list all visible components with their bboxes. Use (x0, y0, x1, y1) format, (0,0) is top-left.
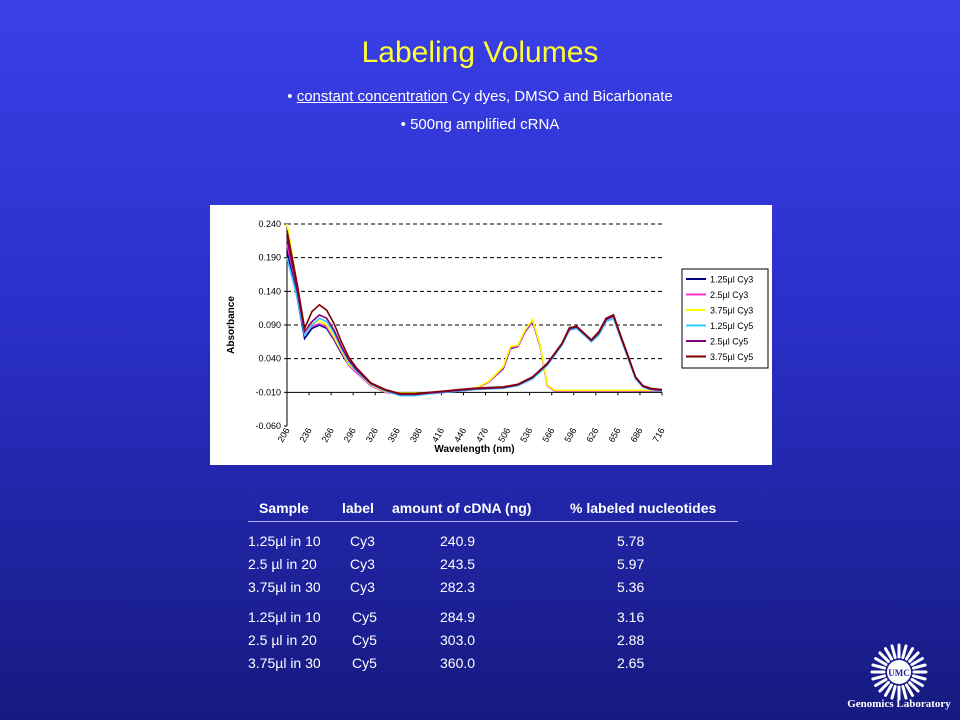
x-axis-label: Wavelength (nm) (434, 444, 514, 455)
x-tick-label: 236 (298, 426, 314, 444)
x-tick-label: 566 (540, 426, 556, 444)
cell-pct: 5.78 (617, 533, 645, 549)
x-tick-label: 326 (364, 426, 380, 444)
legend-entry: 1.25µl Cy5 (710, 321, 753, 331)
logo-caption: Genomics Laboratory (847, 698, 951, 710)
cell-pct: 5.36 (617, 579, 645, 595)
logo-ray (912, 674, 927, 681)
cell-label: Cy5 (352, 609, 377, 625)
logo-ray (878, 651, 890, 663)
logo-ray (874, 678, 888, 687)
logo-ray (901, 685, 908, 700)
x-tick-label: 296 (342, 426, 358, 444)
legend-entry: 3.75µl Cy3 (710, 306, 753, 316)
slide-title: Labeling Volumes (361, 36, 599, 69)
logo-ray (890, 644, 897, 659)
cell-amount: 243.5 (440, 556, 476, 572)
chart-svg: 0.2400.1900.1400.0900.040-0.010-0.060206… (226, 219, 769, 455)
header-sample: Sample (259, 500, 309, 516)
logo-mark-text: UMC (888, 668, 910, 678)
cell-label: Cy3 (350, 579, 375, 595)
legend-entry: 3.75µl Cy5 (710, 352, 753, 362)
cell-pct: 3.16 (617, 609, 645, 625)
cell-amount: 360.0 (440, 655, 476, 671)
cell-sample: 1.25µl in 10 (248, 609, 321, 625)
logo-ray (908, 651, 920, 663)
cell-label: Cy5 (352, 632, 377, 648)
series-line (286, 257, 663, 397)
logo-ray (905, 647, 914, 661)
logo-ray (901, 644, 908, 659)
cell-sample: 3.75µl in 30 (248, 655, 321, 671)
series-line (286, 230, 663, 395)
series-line (286, 223, 662, 394)
series-line (286, 237, 663, 396)
x-tick-label: 476 (474, 426, 490, 444)
header-pct-labeled: % labeled nucleotides (570, 500, 717, 516)
x-tick-label: 266 (320, 426, 336, 444)
cell-amount: 303.0 (440, 632, 476, 648)
bullet1-rest: Cy dyes, DMSO and Bicarbonate (447, 88, 673, 105)
logo-ray (908, 681, 920, 693)
y-tick-label: 0.090 (258, 320, 281, 330)
y-axis-label: Absorbance (226, 296, 237, 354)
x-tick-label: 506 (496, 426, 512, 444)
bullet1-prefix: • (287, 88, 297, 105)
table-header-divider (248, 521, 738, 522)
x-tick-label: 716 (651, 426, 667, 444)
y-tick-label: 0.190 (258, 253, 281, 263)
y-tick-label: -0.060 (255, 421, 281, 431)
x-tick-label: 686 (628, 426, 644, 444)
cell-label: Cy3 (350, 556, 375, 572)
logo-ray (878, 681, 890, 693)
x-tick-label: 656 (606, 426, 622, 444)
cell-pct: 5.97 (617, 556, 645, 572)
logo-ray (871, 663, 886, 670)
cell-sample: 1.25µl in 10 (248, 533, 321, 549)
legend-entry: 2.5µl Cy3 (710, 290, 748, 300)
y-tick-label: 0.140 (258, 286, 281, 296)
y-tick-label: 0.240 (258, 219, 281, 229)
logo-ray (890, 685, 897, 700)
cell-sample: 2.5 µl in 20 (248, 632, 317, 648)
header-amount: amount of cDNA (ng) (392, 500, 532, 516)
x-tick-label: 596 (562, 426, 578, 444)
x-tick-label: 626 (584, 426, 600, 444)
umc-logo-icon: UMC (870, 643, 928, 701)
cell-amount: 282.3 (440, 579, 476, 595)
absorbance-chart: 0.240 0.190 0.140 0.090 0.040 -0.010 -0.060 206… (210, 205, 772, 465)
cell-amount: 284.9 (440, 609, 476, 625)
logo-ray (912, 663, 927, 670)
cell-amount: 240.9 (440, 533, 476, 549)
legend-box (681, 268, 769, 369)
logo-ray (884, 647, 893, 661)
cell-pct: 2.65 (617, 655, 645, 671)
logo-ray (874, 657, 888, 666)
cell-label: Cy3 (350, 533, 375, 549)
y-tick-label: 0.040 (258, 354, 281, 364)
logo-ray (910, 657, 924, 666)
logo-ray (871, 674, 886, 681)
cell-label: Cy5 (352, 655, 377, 671)
cell-sample: 3.75µl in 30 (248, 579, 321, 595)
bullet1-underlined: constant concentration (296, 88, 448, 105)
bullet-constant-concentration: • constant concentration Cy dyes, DMSO a… (0, 88, 960, 105)
x-tick-label: 536 (518, 426, 534, 444)
cell-pct: 2.88 (617, 632, 645, 648)
logo-ray (884, 683, 893, 697)
legend-entry: 2.5µl Cy5 (710, 337, 748, 347)
x-tick-label: 446 (452, 426, 468, 444)
cell-sample: 2.5 µl in 20 (248, 556, 317, 572)
y-tick-label: -0.010 (255, 387, 281, 397)
header-label: label (342, 500, 374, 516)
logo-ray (910, 678, 924, 687)
legend-entry: 1.25µl Cy3 (710, 275, 753, 285)
bullet-amplified-crna: • 500ng amplified cRNA (400, 116, 560, 133)
x-tick-label: 386 (408, 426, 424, 444)
logo-ray (905, 683, 914, 697)
x-tick-label: 416 (430, 426, 446, 444)
x-tick-label: 356 (386, 426, 402, 444)
